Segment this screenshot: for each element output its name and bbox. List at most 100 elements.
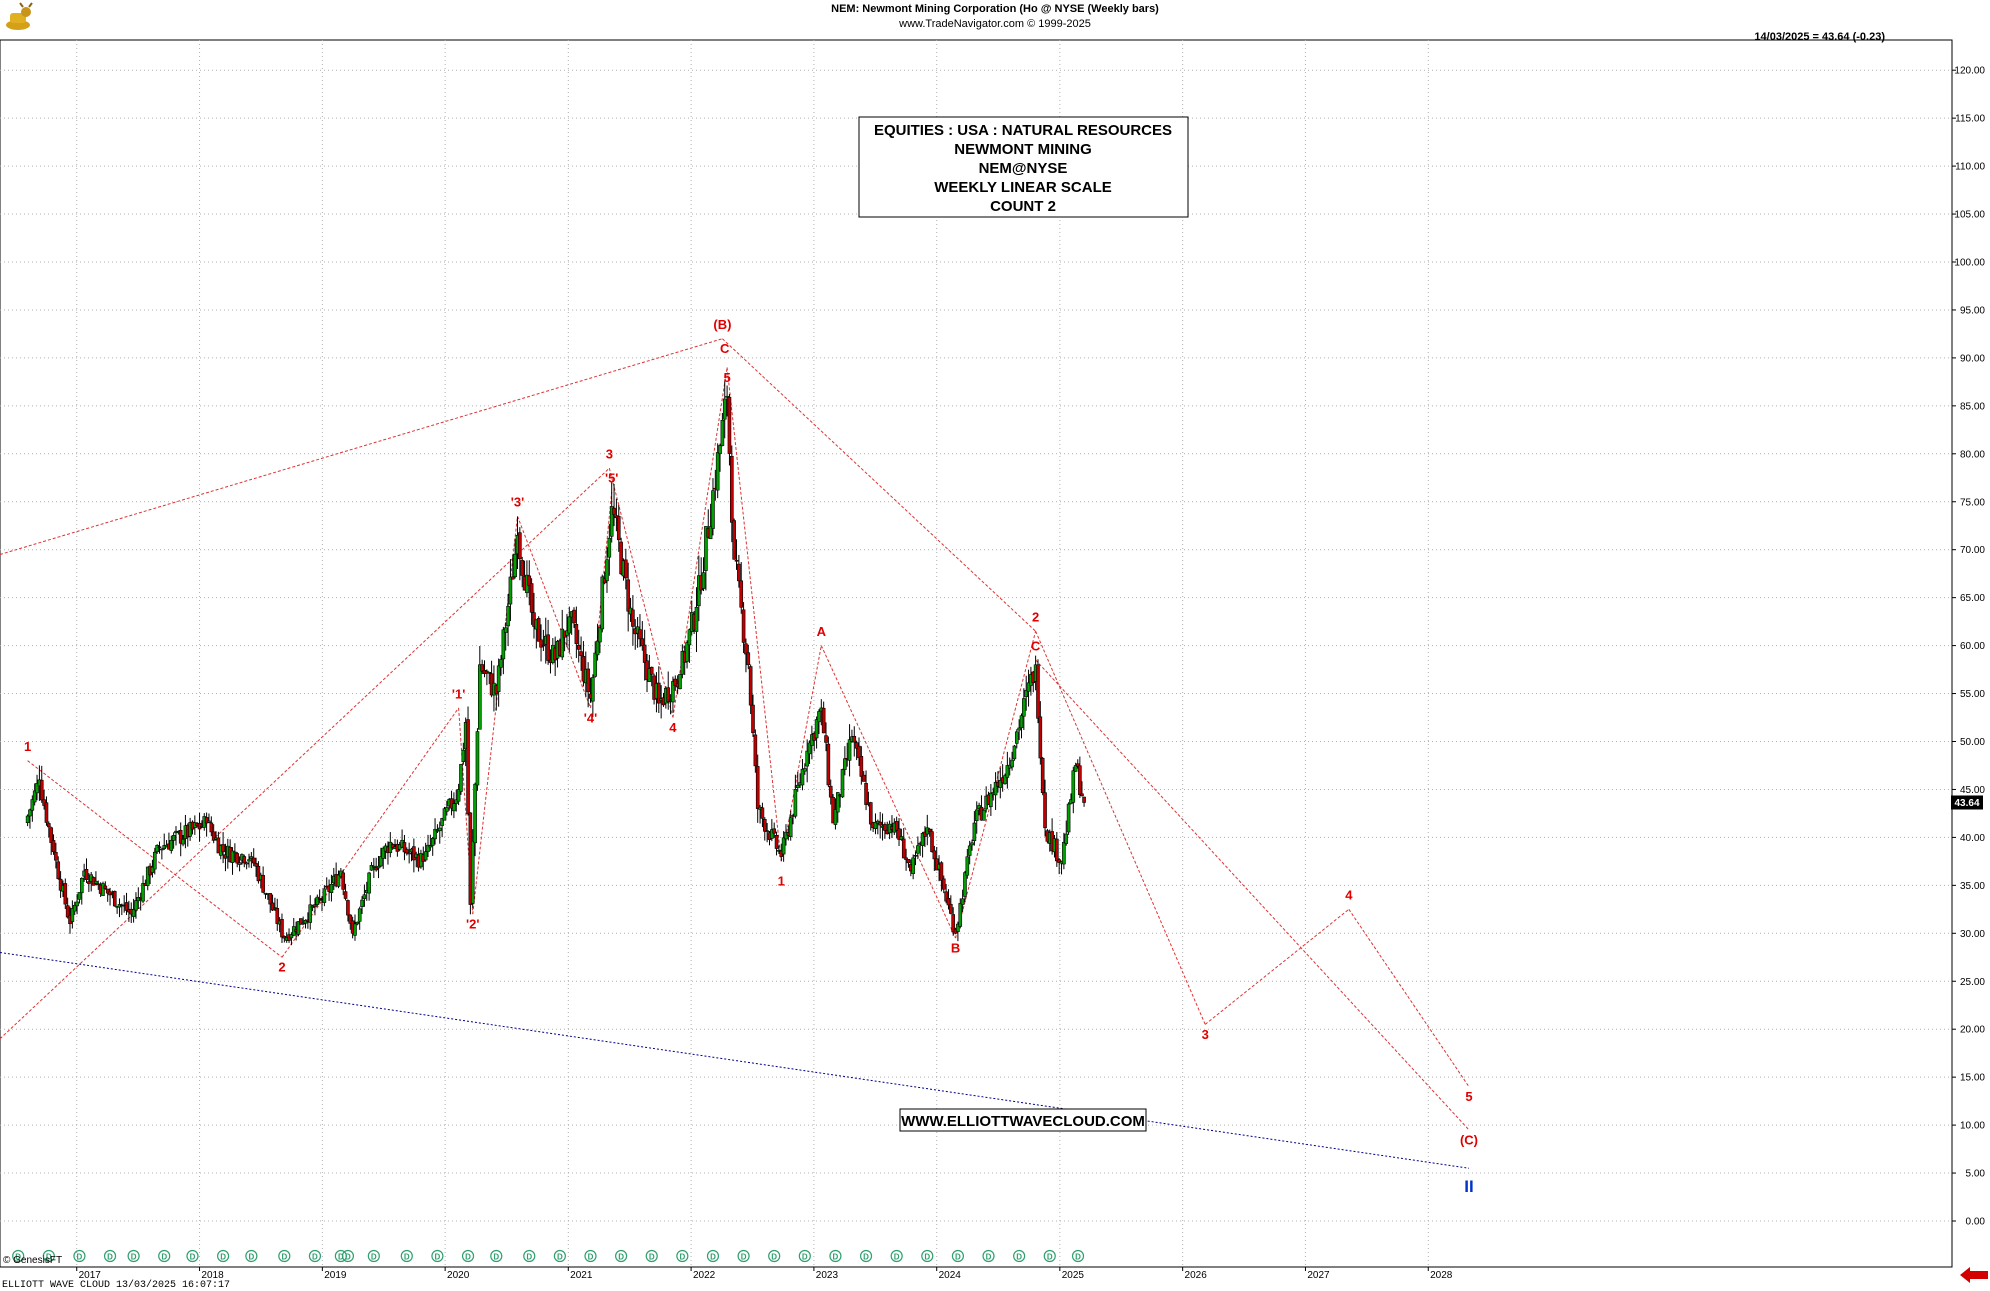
- price-bar: [308, 895, 313, 930]
- price-bar: [951, 907, 955, 936]
- price-bar: [546, 619, 550, 665]
- golden-bull-icon: [6, 2, 33, 30]
- price-bar: [301, 916, 305, 926]
- price-bar: [404, 847, 409, 856]
- price-bar: [209, 816, 214, 837]
- price-bar: [1022, 688, 1026, 731]
- price-bar: [261, 866, 265, 894]
- price-bar: [824, 722, 828, 752]
- price-bar: [965, 849, 970, 879]
- price-bar: [598, 624, 602, 654]
- price-bar: [527, 560, 532, 606]
- price-bars: [25, 381, 1086, 946]
- price-bar: [607, 523, 612, 576]
- price-bar: [807, 740, 812, 764]
- d-circle-icon: D: [829, 1249, 842, 1263]
- price-bar: [44, 796, 49, 826]
- y-tick-label: 65.00: [1960, 593, 1985, 604]
- price-bar: [595, 623, 600, 661]
- price-bar: [235, 851, 240, 868]
- price-bar: [704, 526, 708, 591]
- price-bar: [1026, 669, 1031, 707]
- price-bar: [329, 874, 334, 902]
- price-bar: [725, 385, 729, 417]
- price-bar: [461, 742, 466, 765]
- svg-text:D: D: [955, 1253, 961, 1262]
- price-bar: [379, 847, 383, 868]
- x-tick-label: 2019: [324, 1270, 347, 1281]
- price-bar: [510, 554, 515, 580]
- svg-text:D: D: [863, 1253, 869, 1262]
- d-circle-icon: D: [461, 1249, 475, 1263]
- price-bar: [772, 822, 777, 838]
- x-tick-label: 2026: [1185, 1270, 1208, 1281]
- y-tick-label: 115.00: [1955, 114, 1985, 125]
- d-circle-icon: D: [42, 1249, 55, 1263]
- price-bar: [211, 824, 216, 844]
- wave-line: [1348, 909, 1470, 1088]
- price-bar: [87, 873, 91, 892]
- y-tick-label: 75.00: [1960, 497, 1985, 508]
- price-bar: [982, 808, 986, 821]
- svg-text:D: D: [557, 1253, 563, 1262]
- price-bar: [619, 537, 623, 576]
- price-bar: [63, 878, 68, 910]
- y-tick-label: 55.00: [1960, 689, 1985, 700]
- price-bar: [103, 881, 108, 890]
- svg-text:D: D: [1047, 1253, 1053, 1262]
- svg-text:D: D: [345, 1253, 351, 1262]
- grid: [0, 40, 1952, 1267]
- price-bar: [131, 898, 136, 923]
- price-bar: [152, 847, 157, 875]
- price-bar: [449, 790, 454, 816]
- price-bar: [833, 798, 838, 830]
- price-bar: [204, 812, 209, 837]
- svg-text:D: D: [435, 1253, 441, 1262]
- price-bar: [765, 822, 769, 843]
- price-bar: [30, 795, 35, 822]
- d-circle-icon: D: [73, 1249, 86, 1263]
- red-arrow-icon[interactable]: [1960, 1267, 1988, 1283]
- info-line-3: NEM@NYSE: [979, 160, 1068, 177]
- price-bar: [529, 578, 534, 625]
- price-bar: [207, 813, 211, 824]
- price-bar: [1062, 832, 1066, 870]
- price-bar: [242, 854, 247, 868]
- price-bar: [949, 895, 953, 915]
- svg-text:D: D: [526, 1253, 532, 1262]
- price-bar: [963, 870, 967, 902]
- x-tick-label: 2018: [201, 1270, 224, 1281]
- price-bar: [932, 845, 937, 871]
- info-line-5: COUNT 2: [990, 198, 1056, 215]
- price-bar: [916, 836, 920, 860]
- price-bar: [459, 763, 463, 795]
- info-line-4: WEEKLY LINEAR SCALE: [934, 179, 1112, 196]
- d-circle-icon: D: [584, 1249, 597, 1263]
- svg-text:D: D: [1016, 1253, 1022, 1262]
- price-bar: [513, 538, 517, 579]
- wave-line: [517, 515, 591, 709]
- x-tick-label: 2017: [79, 1270, 102, 1281]
- price-bar: [1080, 781, 1084, 797]
- price-bar: [503, 622, 508, 651]
- price-bar: [586, 662, 590, 708]
- price-bar: [466, 706, 470, 816]
- wave-line: [820, 645, 957, 939]
- price-bar: [1024, 675, 1029, 711]
- price-bar: [967, 840, 972, 865]
- svg-text:D: D: [15, 1253, 21, 1262]
- wave-line: [955, 631, 1037, 939]
- price-bar: [741, 602, 746, 654]
- price-bar: [795, 772, 800, 792]
- price-bar: [360, 896, 364, 914]
- price-bar: [960, 889, 965, 912]
- wave-line: [1035, 659, 1470, 1131]
- price-bar: [715, 443, 720, 499]
- d-circle-icon: D: [186, 1249, 199, 1263]
- chart-source: www.TradeNavigator.com © 1999-2025: [898, 18, 1091, 30]
- svg-text:D: D: [802, 1253, 808, 1262]
- price-bar: [899, 828, 904, 841]
- price-bar: [567, 606, 572, 652]
- wave-line: [1035, 631, 1206, 1025]
- price-bar: [256, 861, 261, 884]
